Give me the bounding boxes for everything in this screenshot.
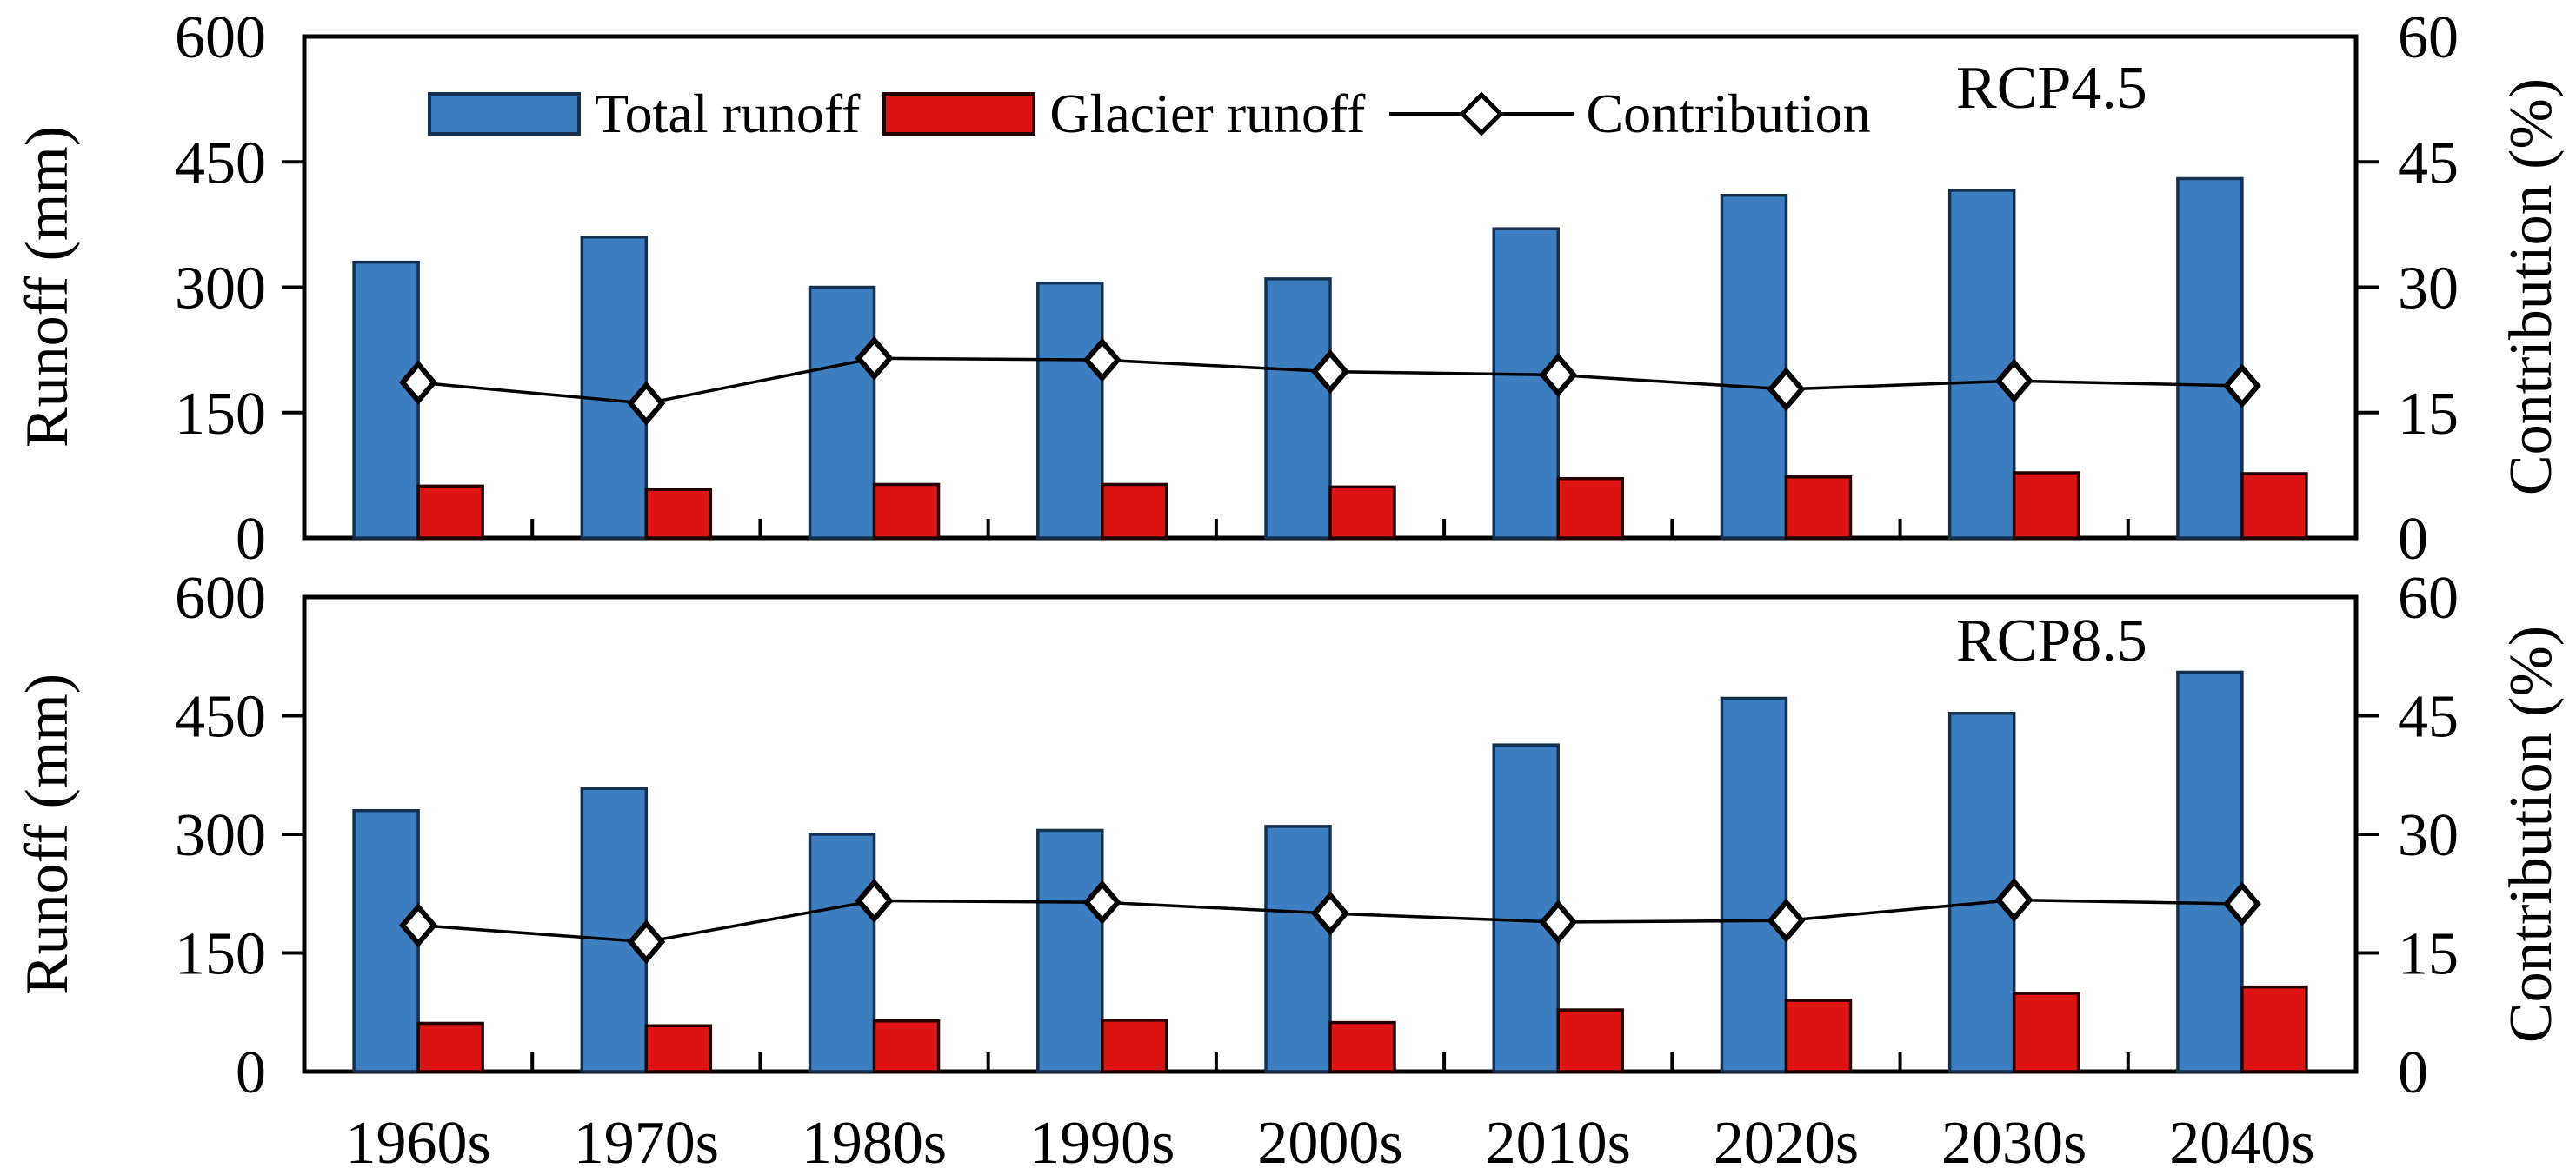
x-category-label: 1960s [345, 1110, 490, 1175]
contribution-marker-1980s [855, 878, 894, 924]
bar-glacier-1980s [872, 1019, 941, 1073]
bar-total-1960s [352, 808, 420, 1073]
y2-tick-label: 0 [2398, 506, 2428, 573]
bar-glacier-1990s [1101, 1019, 1168, 1073]
contribution-marker-2000s [1311, 349, 1349, 395]
y-tick-label: 150 [175, 381, 266, 448]
contribution-marker-1960s [399, 360, 438, 405]
bar-total-2000s [1264, 825, 1332, 1073]
diamond-marker-icon [1460, 91, 1504, 136]
bar-glacier-2000s [1328, 1020, 1396, 1073]
bar-total-2000s [1264, 277, 1332, 540]
y2-tick-label: 60 [2398, 4, 2459, 71]
y2-tick-label: 60 [2398, 565, 2459, 632]
contribution-marker-2010s [1539, 900, 1578, 945]
contribution-marker-2040s [2222, 363, 2261, 408]
y-tick-label: 300 [175, 802, 266, 869]
bar-total-2030s [1947, 712, 2016, 1073]
bar-total-2030s [1947, 189, 2016, 540]
y2-tick-label: 30 [2398, 256, 2459, 322]
contribution-marker-2030s [1994, 358, 2034, 403]
y2-tick-label: 30 [2398, 802, 2459, 869]
contribution-marker-1970s [627, 381, 666, 426]
contribution-marker-1970s [627, 919, 666, 965]
total-runoff-swatch-icon [428, 92, 581, 136]
legend: Total runoff Glacier runoff Contribution [428, 82, 1871, 146]
bar-glacier-2040s [2240, 985, 2308, 1073]
legend-label-total-runoff: Total runoff [595, 83, 861, 144]
legend-label-contribution: Contribution [1586, 83, 1871, 144]
x-category-label: 1980s [802, 1110, 947, 1175]
legend-item-contribution: Contribution [1365, 82, 1871, 146]
legend-item-glacier-runoff: Glacier runoff [882, 82, 1365, 146]
panel-title-rcp45: RCP4.5 [1956, 55, 2147, 122]
bar-glacier-1960s [416, 484, 484, 540]
bar-glacier-2020s [1784, 475, 1853, 540]
contribution-marker-2000s [1311, 891, 1349, 936]
bar-glacier-1990s [1101, 482, 1168, 540]
x-category-label: 1990s [1029, 1110, 1175, 1175]
bar-glacier-2030s [2012, 471, 2080, 540]
y-tick-label: 450 [175, 129, 266, 196]
contribution-marker-1990s [1082, 337, 1122, 382]
y2-tick-label: 15 [2398, 921, 2459, 988]
y-tick-label: 600 [175, 565, 266, 632]
y-tick-label: 150 [175, 921, 266, 988]
contribution-marker-1960s [399, 903, 438, 948]
x-category-label: 2020s [1714, 1110, 1859, 1175]
contribution-marker-1990s [1082, 880, 1122, 925]
bar-glacier-1980s [872, 482, 941, 540]
y2-tick-label: 45 [2398, 129, 2459, 196]
x-category-label: 2000s [1257, 1110, 1402, 1175]
x-category-label: 1970s [574, 1110, 719, 1175]
y2-tick-label: 15 [2398, 381, 2459, 448]
bar-total-1970s [580, 236, 649, 540]
bar-total-1990s [1036, 281, 1104, 540]
bar-total-1960s [352, 260, 420, 540]
y-tick-label: 0 [236, 1039, 266, 1106]
y-tick-label: 450 [175, 684, 266, 751]
contribution-line-icon [1389, 91, 1574, 136]
bar-total-1980s [808, 285, 876, 540]
bar-total-2020s [1720, 696, 1788, 1073]
contribution-marker-2010s [1539, 352, 1578, 398]
bar-glacier-1970s [644, 488, 713, 540]
y-tick-label: 0 [236, 506, 266, 573]
legend-label-glacier-runoff: Glacier runoff [1049, 83, 1366, 144]
contribution-marker-2030s [1994, 877, 2034, 923]
x-category-label: 2040s [2169, 1110, 2314, 1175]
bar-total-2020s [1720, 193, 1788, 540]
bar-total-1990s [1036, 828, 1104, 1073]
panel-title-rcp85: RCP8.5 [1956, 607, 2147, 674]
contribution-marker-2020s [1767, 898, 1806, 943]
contribution-marker-2020s [1767, 367, 1806, 412]
contribution-marker-2040s [2222, 881, 2261, 926]
bar-glacier-2010s [1556, 476, 1624, 540]
bar-total-2010s [1492, 743, 1560, 1073]
contribution-marker-1980s [855, 335, 894, 381]
bar-glacier-2000s [1328, 485, 1396, 540]
bar-glacier-2010s [1556, 1008, 1624, 1073]
bar-total-2040s [2176, 176, 2244, 540]
bar-glacier-2030s [2012, 992, 2080, 1073]
bar-total-2040s [2176, 670, 2244, 1073]
y-tick-label: 300 [175, 256, 266, 322]
bar-total-1970s [580, 787, 649, 1073]
legend-item-total-runoff: Total runoff [428, 82, 860, 146]
bar-glacier-2020s [1784, 999, 1853, 1073]
glacier-runoff-swatch-icon [882, 92, 1036, 136]
bar-glacier-2040s [2240, 472, 2308, 540]
x-category-label: 2010s [1486, 1110, 1631, 1175]
bar-glacier-1970s [644, 1024, 713, 1073]
x-category-label: 2030s [1941, 1110, 2087, 1175]
y-tick-label: 600 [175, 4, 266, 71]
y2-tick-label: 0 [2398, 1039, 2428, 1106]
bar-total-1980s [808, 833, 876, 1073]
y2-tick-label: 45 [2398, 684, 2459, 751]
bar-glacier-1960s [416, 1021, 484, 1073]
